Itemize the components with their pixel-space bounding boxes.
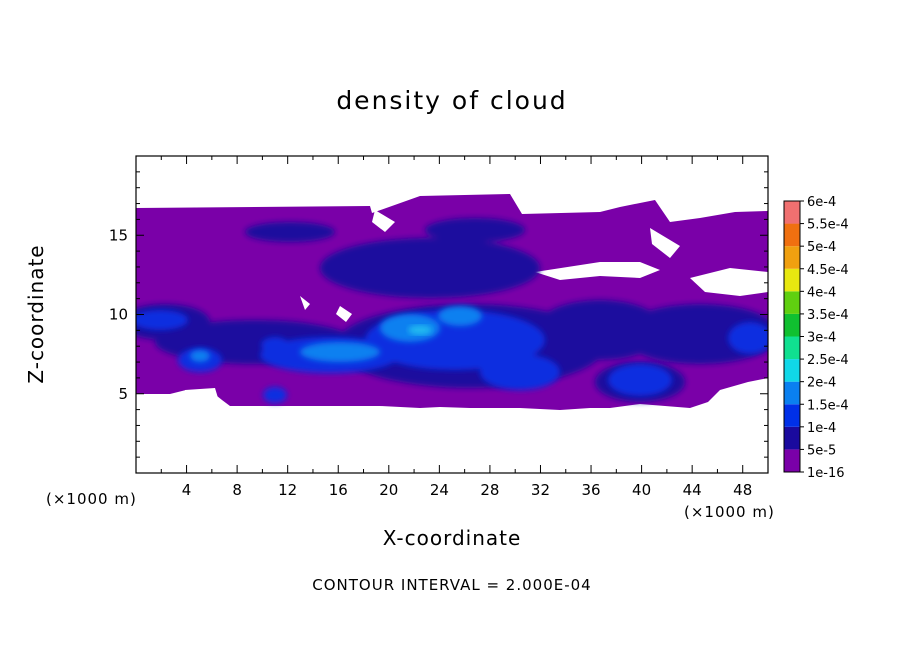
- x-tick-label: 32: [531, 481, 550, 499]
- colorbar-swatch: [784, 426, 800, 450]
- colorbar-swatch: [784, 268, 800, 292]
- y-tick-label: 15: [109, 226, 128, 244]
- colorbar-label: 5e-5: [807, 443, 836, 458]
- y-tick-label: 10: [109, 306, 128, 324]
- chart-title: density of cloud: [336, 86, 568, 115]
- x-tick-label: 12: [278, 481, 297, 499]
- x-tick-label: 40: [632, 481, 651, 499]
- x-tick-label: 48: [733, 481, 752, 499]
- x-axis-label: X-coordinate: [382, 526, 522, 550]
- colorbar-label: 3e-4: [807, 331, 836, 346]
- x-tick-label: 4: [182, 481, 192, 499]
- colorbar-label: 5.5e-4: [807, 218, 849, 233]
- colorbar-label: 1e-4: [807, 421, 836, 436]
- x-tick-label: 28: [480, 481, 499, 499]
- colorbar-swatch: [784, 404, 800, 427]
- y-tick-label: 5: [118, 385, 128, 403]
- colorbar-label: 2e-4: [807, 376, 836, 391]
- colorbar-label: 1e-16: [807, 466, 845, 481]
- x-tick-label: 44: [683, 481, 702, 499]
- colorbar-swatch: [784, 359, 800, 382]
- x-unit-label-left: (×1000 m): [46, 490, 137, 508]
- colorbar-label: 3.5e-4: [807, 308, 849, 323]
- colorbar-label: 1.5e-4: [807, 398, 849, 413]
- colorbar-label: 6e-4: [807, 195, 836, 210]
- colorbar-swatch: [784, 291, 800, 314]
- cloud-field: [136, 194, 768, 410]
- colorbar-label: 5e-4: [807, 240, 836, 255]
- x-tick-label: 8: [232, 481, 242, 499]
- y-axis-label: Z-coordinate: [24, 244, 48, 384]
- colorbar-swatch: [784, 449, 800, 472]
- x-tick-label: 16: [329, 481, 348, 499]
- x-tick-label: 20: [379, 481, 398, 499]
- colorbar-swatch: [784, 201, 800, 224]
- dense-peak: [408, 325, 432, 335]
- colorbar-swatch: [784, 313, 800, 337]
- colorbar-label: 4.5e-4: [807, 263, 849, 278]
- colorbar: 1e-16 5e-5 1e-4 1.5e-4 2e-4 2.5e-4 3e-4 3.5e-4 4…: [783, 195, 849, 481]
- x-tick-label: 24: [430, 481, 449, 499]
- cloud-gaps: [136, 210, 768, 410]
- colorbar-swatch: [784, 381, 800, 405]
- x-tick-label: 36: [581, 481, 600, 499]
- colorbar-swatch: [784, 223, 800, 247]
- colorbar-label: 2.5e-4: [807, 353, 849, 368]
- colorbar-swatch: [784, 336, 800, 360]
- x-unit-label-right: (×1000 m): [684, 503, 775, 521]
- colorbar-swatch: [784, 246, 800, 269]
- colorbar-label: 4e-4: [807, 285, 836, 300]
- contour-interval-note: CONTOUR INTERVAL = 2.000E-04: [312, 576, 592, 594]
